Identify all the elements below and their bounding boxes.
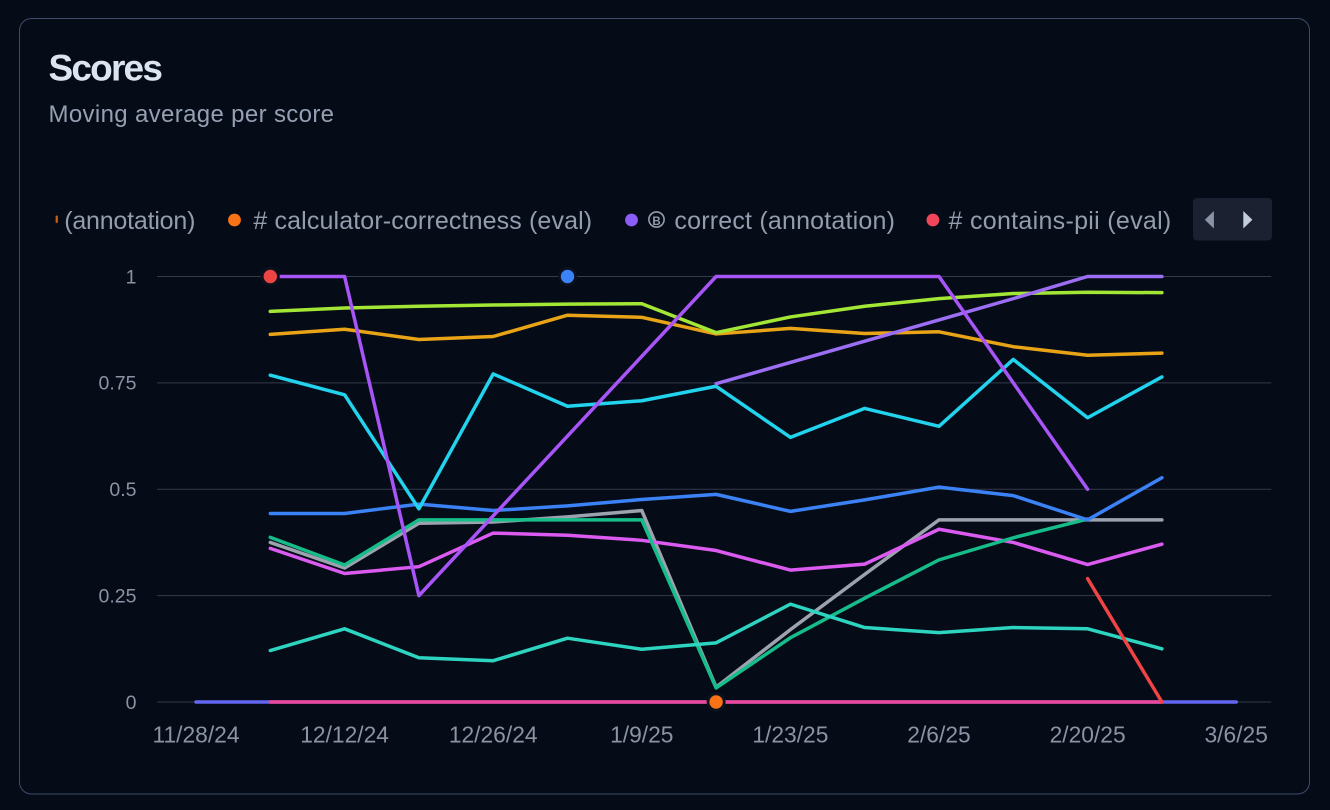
svg-text:12/26/24: 12/26/24 <box>449 722 538 748</box>
svg-text:Scores: Scores <box>49 47 163 88</box>
svg-text:(annotation): (annotation) <box>64 207 195 235</box>
svg-text:1/9/25: 1/9/25 <box>610 722 673 748</box>
svg-text:0.5: 0.5 <box>109 479 136 501</box>
svg-text:3/6/25: 3/6/25 <box>1205 722 1268 748</box>
svg-text:0: 0 <box>126 692 137 714</box>
svg-text:1: 1 <box>126 266 137 288</box>
svg-text:correct (annotation): correct (annotation) <box>674 207 895 235</box>
svg-text:# calculator-correctness (eval: # calculator-correctness (eval) <box>253 207 592 235</box>
svg-text:11/28/24: 11/28/24 <box>152 722 239 748</box>
svg-text:12/12/24: 12/12/24 <box>300 722 389 748</box>
svg-text:Moving average per score: Moving average per score <box>49 101 335 128</box>
svg-text:0.25: 0.25 <box>99 585 137 607</box>
svg-text:2/6/25: 2/6/25 <box>907 722 970 748</box>
svg-text:1/23/25: 1/23/25 <box>752 722 828 748</box>
svg-text:0.75: 0.75 <box>99 373 137 395</box>
svg-text:# contains-pii (eval): # contains-pii (eval) <box>949 207 1172 235</box>
svg-text:B: B <box>652 216 660 228</box>
svg-text:2/20/25: 2/20/25 <box>1050 722 1126 748</box>
